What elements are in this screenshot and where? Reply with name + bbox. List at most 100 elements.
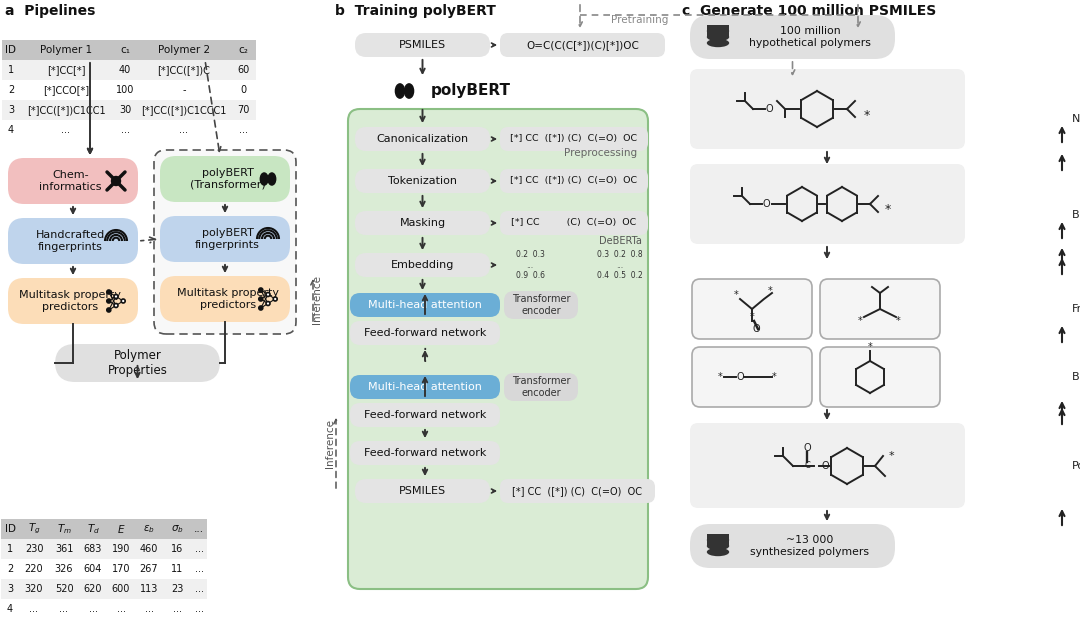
FancyBboxPatch shape (350, 441, 500, 465)
Ellipse shape (706, 39, 729, 47)
Text: $\varepsilon_b$: $\varepsilon_b$ (143, 523, 154, 535)
Text: *: * (858, 316, 862, 326)
FancyBboxPatch shape (355, 253, 490, 277)
Text: Polymer: Polymer (1072, 461, 1080, 471)
Circle shape (266, 301, 270, 306)
FancyBboxPatch shape (690, 69, 966, 149)
Text: 1: 1 (8, 65, 14, 75)
FancyBboxPatch shape (348, 109, 648, 589)
FancyBboxPatch shape (350, 321, 500, 345)
FancyBboxPatch shape (355, 169, 490, 193)
Text: [*] CC         (C)  C(=O)  OC: [*] CC (C) C(=O) OC (511, 218, 636, 228)
Bar (706, 25, 729, 31)
Text: polyBERT
fingerprints: polyBERT fingerprints (195, 228, 260, 250)
FancyBboxPatch shape (504, 373, 578, 401)
Circle shape (114, 294, 118, 299)
Text: 230: 230 (25, 544, 43, 554)
FancyBboxPatch shape (8, 218, 138, 264)
Text: Feed-forward network: Feed-forward network (364, 328, 486, 338)
Text: ...: ... (59, 604, 68, 614)
Text: 4: 4 (8, 125, 14, 135)
Text: [*]CC([*])C1CC1: [*]CC([*])C1CC1 (27, 105, 106, 115)
Text: 100 million
hypothetical polymers: 100 million hypothetical polymers (750, 26, 870, 48)
Text: 40: 40 (119, 65, 131, 75)
Circle shape (107, 308, 111, 312)
Text: *: * (733, 290, 739, 300)
FancyBboxPatch shape (820, 279, 940, 339)
Ellipse shape (405, 84, 414, 98)
Text: 220: 220 (25, 564, 43, 574)
FancyBboxPatch shape (1, 599, 207, 619)
Text: 604: 604 (84, 564, 103, 574)
Text: [*]CC[*]: [*]CC[*] (46, 65, 85, 75)
FancyBboxPatch shape (690, 423, 966, 508)
Ellipse shape (260, 173, 268, 185)
Text: Polymer
Properties: Polymer Properties (108, 349, 167, 377)
Text: 3: 3 (8, 105, 14, 115)
FancyBboxPatch shape (350, 403, 500, 427)
Text: O: O (762, 199, 770, 209)
Text: ...: ... (194, 604, 203, 614)
Ellipse shape (706, 542, 729, 550)
Text: *: * (768, 286, 772, 296)
Text: c  Generate 100 million PSMILES: c Generate 100 million PSMILES (681, 4, 936, 18)
Text: 3: 3 (6, 584, 13, 594)
Text: polyBERT
(Transformer): polyBERT (Transformer) (190, 168, 266, 190)
Text: ...: ... (194, 564, 203, 574)
FancyBboxPatch shape (355, 211, 490, 235)
Text: a  Pipelines: a Pipelines (5, 4, 95, 18)
FancyBboxPatch shape (350, 293, 500, 317)
FancyBboxPatch shape (154, 150, 296, 334)
Text: Polymer 2: Polymer 2 (158, 45, 211, 55)
Text: *: * (717, 372, 723, 382)
Text: Multi-head attention: Multi-head attention (368, 382, 482, 392)
FancyBboxPatch shape (692, 347, 812, 407)
Text: BRICS Composition: BRICS Composition (1072, 210, 1080, 220)
Text: 683: 683 (84, 544, 103, 554)
Circle shape (259, 288, 262, 292)
Text: -: - (183, 85, 186, 95)
Text: polyBERT: polyBERT (431, 84, 511, 99)
Text: O=C(C(C[*])(C)[*])OC: O=C(C(C[*])(C)[*])OC (526, 40, 639, 50)
Text: PSMILES: PSMILES (399, 486, 446, 496)
Text: [*] CC  ([*]) (C)  C(=O)  OC: [*] CC ([*]) (C) C(=O) OC (511, 177, 637, 186)
Text: ID: ID (5, 45, 16, 55)
Text: Tokenization: Tokenization (388, 176, 457, 186)
Text: ...: ... (194, 584, 203, 594)
Text: ...: ... (62, 125, 70, 135)
Text: [*]CC([*])C: [*]CC([*])C (158, 65, 211, 75)
Text: 190: 190 (112, 544, 131, 554)
Text: c₂: c₂ (238, 45, 248, 55)
Text: $E$: $E$ (117, 523, 125, 535)
Text: 30: 30 (119, 105, 131, 115)
Text: Embedding: Embedding (391, 260, 455, 270)
Ellipse shape (395, 84, 405, 98)
Text: $T_g$: $T_g$ (28, 522, 40, 536)
Text: 361: 361 (55, 544, 73, 554)
FancyBboxPatch shape (160, 156, 291, 202)
Text: Feed-forward network: Feed-forward network (364, 410, 486, 420)
Text: O: O (737, 372, 744, 382)
FancyBboxPatch shape (690, 15, 895, 59)
FancyBboxPatch shape (1, 539, 207, 559)
FancyBboxPatch shape (355, 33, 490, 57)
Text: New polymers: New polymers (1072, 114, 1080, 124)
Text: 320: 320 (25, 584, 43, 594)
Text: 113: 113 (139, 584, 158, 594)
FancyBboxPatch shape (500, 127, 648, 151)
FancyBboxPatch shape (355, 127, 490, 151)
Text: Inference: Inference (325, 418, 335, 467)
Text: 170: 170 (111, 564, 131, 574)
Text: *: * (867, 342, 873, 352)
Bar (706, 31, 729, 37)
FancyBboxPatch shape (2, 80, 256, 100)
Text: O: O (752, 324, 760, 334)
Ellipse shape (706, 33, 729, 42)
Text: ...: ... (117, 604, 125, 614)
Text: O: O (821, 461, 828, 471)
Text: Multi-head attention: Multi-head attention (368, 300, 482, 310)
Ellipse shape (268, 173, 275, 185)
Text: Multitask property
predictors: Multitask property predictors (177, 288, 279, 310)
FancyBboxPatch shape (820, 347, 940, 407)
FancyBboxPatch shape (8, 278, 138, 324)
